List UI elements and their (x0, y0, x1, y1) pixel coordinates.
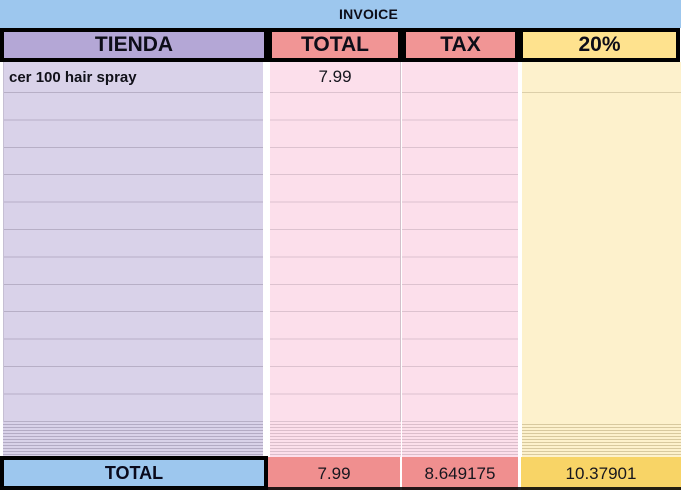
header-cell-20pct[interactable]: 20% (519, 28, 680, 62)
thin-rows-tax[interactable] (402, 422, 518, 457)
thin-rows-20pct[interactable] (522, 422, 681, 457)
sheet-bottom-border (0, 487, 681, 490)
cell-item-total[interactable]: 7.99 (270, 62, 400, 93)
footer-cell-total-label[interactable]: TOTAL (0, 456, 268, 490)
thin-rows-tienda[interactable] (3, 422, 263, 457)
cell-item-name[interactable]: cer 100 hair spray (4, 62, 263, 93)
footer-cell-tax-sum[interactable]: 8.649175 (402, 457, 518, 490)
body-column-tienda: cer 100 hair spray (3, 62, 263, 422)
footer-cell-20pct-sum[interactable]: 10.37901 (521, 457, 681, 490)
body-column-total: 7.99 (270, 62, 401, 422)
thin-rows-total[interactable] (270, 422, 401, 457)
empty-rows-total[interactable] (270, 93, 400, 422)
header-cell-total[interactable]: TOTAL (268, 28, 402, 62)
body-column-20pct (522, 62, 681, 422)
sheet-title: INVOICE (339, 6, 398, 22)
header-label-20pct: 20% (578, 33, 621, 56)
header-cell-tienda[interactable]: TIENDA (0, 28, 268, 62)
empty-rows-tax[interactable] (402, 93, 518, 422)
body-column-tax (402, 62, 518, 422)
cell-item-tax[interactable] (402, 62, 518, 93)
empty-rows-20pct[interactable] (522, 93, 681, 422)
footer-total-label: TOTAL (104, 462, 164, 483)
footer-cell-total-sum[interactable]: 7.99 (268, 457, 400, 490)
header-label-tienda: TIENDA (94, 33, 174, 56)
title-banner-cell[interactable]: INVOICE (0, 0, 681, 28)
header-label-total: TOTAL (300, 33, 370, 56)
cell-item-20pct[interactable] (522, 62, 681, 93)
header-cell-tax[interactable]: TAX (402, 28, 519, 62)
header-label-tax: TAX (440, 33, 481, 56)
empty-rows-tienda[interactable] (4, 93, 263, 422)
